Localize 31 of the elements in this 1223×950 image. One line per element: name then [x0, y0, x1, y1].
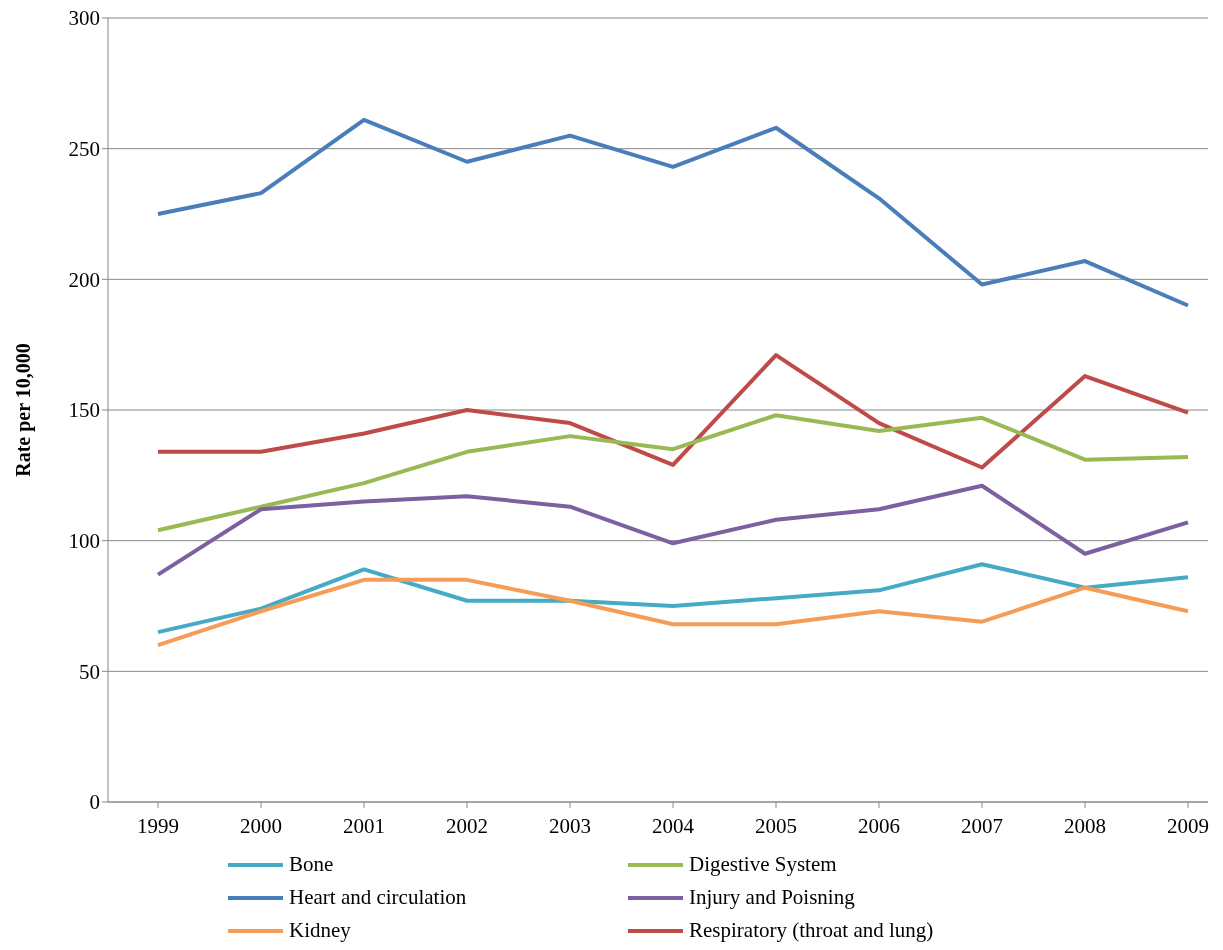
- line-series: [156, 117, 1190, 308]
- x-tick-label: 2006: [858, 813, 900, 838]
- line-series: [156, 577, 1190, 648]
- y-tick-label: 0: [89, 790, 100, 815]
- x-tick-label: 1999: [137, 813, 179, 838]
- y-tick-label: 150: [68, 398, 100, 423]
- x-tick-label: 2001: [343, 813, 385, 838]
- x-tick-label: 2003: [549, 813, 591, 838]
- y-tick-label: 100: [68, 529, 100, 554]
- x-tick-label: 2008: [1064, 813, 1106, 838]
- legend-label: Digestive System: [689, 852, 837, 877]
- x-tick-label: 2004: [652, 813, 695, 838]
- x-tick-label: 2002: [446, 813, 488, 838]
- legend-label: Heart and circulation: [289, 885, 467, 910]
- legend-label: Bone: [289, 852, 334, 877]
- x-tick-label: 2005: [755, 813, 797, 838]
- y-tick-label: 300: [68, 6, 100, 31]
- legend-label: Respiratory (throat and lung): [689, 918, 934, 943]
- legend-label: Kidney: [289, 918, 351, 943]
- line-series: [156, 562, 1190, 635]
- y-tick-label: 250: [68, 137, 100, 162]
- y-tick-label: 200: [68, 267, 100, 292]
- line-series: [156, 413, 1190, 533]
- x-tick-label: 2000: [240, 813, 282, 838]
- legend-label: Injury and Poisning: [689, 885, 855, 910]
- line-series: [156, 483, 1190, 577]
- x-tick-label: 2007: [961, 813, 1003, 838]
- line-series: [156, 353, 1190, 470]
- y-axis-title: Rate per 10,000: [12, 343, 36, 477]
- y-tick-label: 50: [79, 659, 100, 684]
- x-tick-label: 2009: [1167, 813, 1209, 838]
